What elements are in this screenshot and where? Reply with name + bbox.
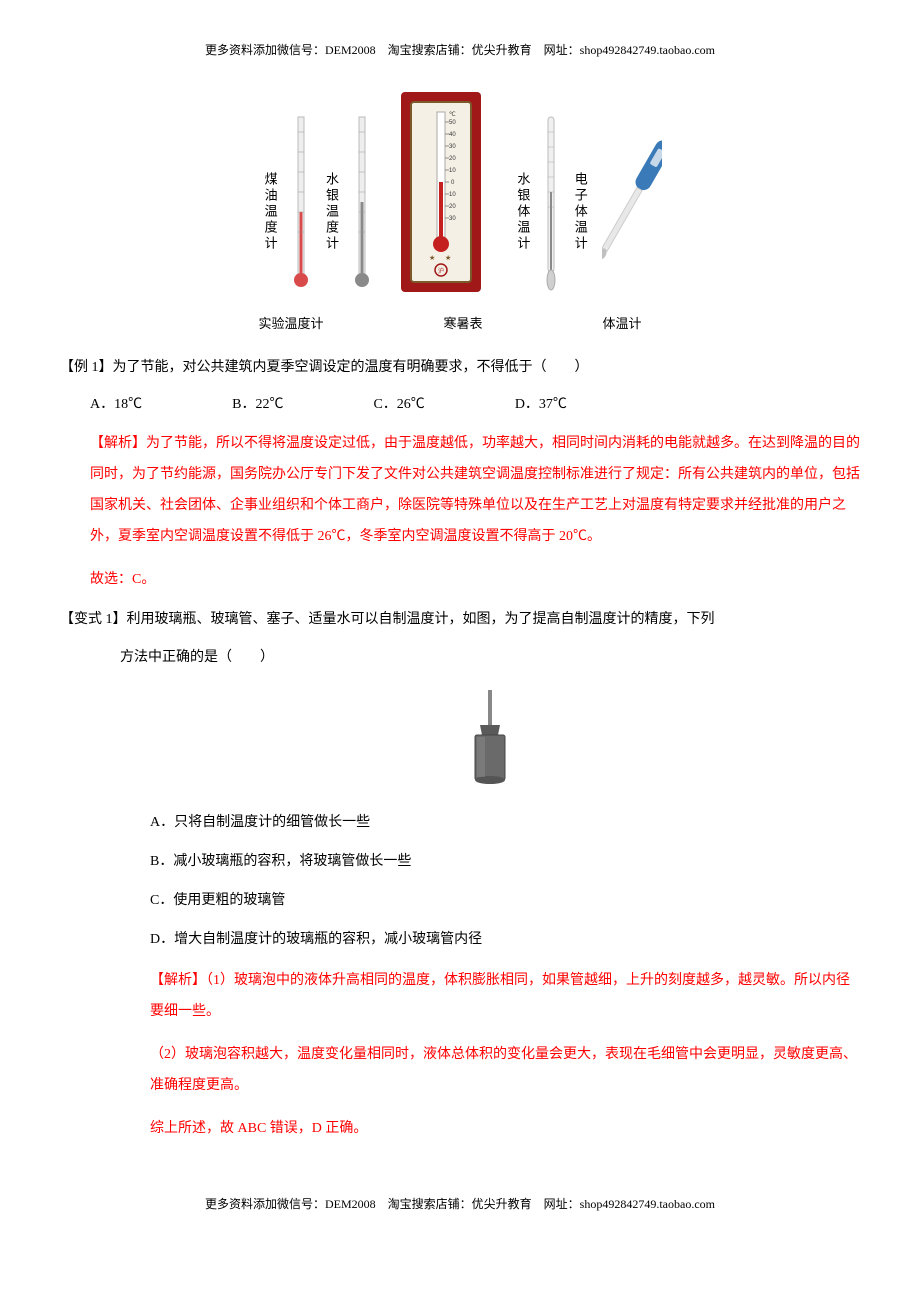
variant1-prompt: 【变式 1】利用玻璃瓶、玻璃管、塞子、适量水可以自制温度计，如图，为了提高自制温… <box>60 607 860 632</box>
kerosene-thermometer-icon <box>292 112 310 292</box>
example1-option-c: C．26℃ <box>373 392 424 417</box>
thermometer-figure-row: 煤油温度计 水银温度计 <box>60 92 860 292</box>
lab-thermometer-group: 煤油温度计 水银温度计 <box>258 112 371 292</box>
thermometer-captions: 实验温度计 寒暑表 体温计 <box>60 312 860 335</box>
variant1-options: A．只将自制温度计的细管做长一些 B．减小玻璃瓶的容积，将玻璃管做长一些 C．使… <box>150 810 860 953</box>
electronic-thermometer-icon <box>602 112 662 292</box>
analysis-label: 【解析】 <box>90 436 146 451</box>
svg-text:50: 50 <box>449 120 456 126</box>
body-thermometer-group: 水银体温计 电子体温计 <box>511 112 662 292</box>
page-header: 更多资料添加微信号：DEM2008 淘宝搜索店铺：优尖升教育 网址：shop49… <box>60 40 860 62</box>
variant1-analysis-p2: （2）玻璃泡容积越大，温度变化量相同时，液体总体积的变化量会更大，表现在毛细管中… <box>150 1040 860 1102</box>
caption-cold-heat: 寒暑表 <box>443 312 482 335</box>
example1-conclusion: 故选：C。 <box>90 565 860 596</box>
variant1-analysis-p1: 【解析】（1）玻璃泡中的液体升高相同的温度，体积膨胀相同，如果管越细，上升的刻度… <box>150 966 860 1028</box>
example1-option-b: B．22℃ <box>232 392 283 417</box>
svg-text:40: 40 <box>449 132 456 138</box>
example1-analysis: 【解析】为了节能，所以不得将温度设定过低，由于温度越低，功率越大，相同时间内消耗… <box>90 429 860 552</box>
example1-option-a: A．18℃ <box>90 392 142 417</box>
page-footer: 更多资料添加微信号：DEM2008 淘宝搜索店铺：优尖升教育 网址：shop49… <box>60 1194 860 1216</box>
mercury-thermometer-icon <box>353 112 371 292</box>
example1-analysis-body: 为了节能，所以不得将温度设定过低，由于温度越低，功率越大，相同时间内消耗的电能就… <box>90 436 860 543</box>
mercury-label: 水银温度计 <box>320 172 343 292</box>
mercury-body-label: 水银体温计 <box>511 172 534 292</box>
variant1-option-a: A．只将自制温度计的细管做长一些 <box>150 810 860 835</box>
cold-heat-meter-icon: ℃ 50 40 30 20 10 0 10 20 30 ★ ★ 沪 <box>401 92 481 292</box>
bottle-figure <box>120 685 860 795</box>
variant1-analysis-body1: （1）玻璃泡中的液体升高相同的温度，体积膨胀相同，如果管越细，上升的刻度越多，越… <box>150 973 850 1019</box>
variant1-analysis-label: 【解析】 <box>150 973 206 988</box>
svg-text:沪: 沪 <box>438 267 444 275</box>
svg-text:10: 10 <box>449 192 456 198</box>
mercury-body-thermometer-icon <box>544 112 558 292</box>
example1-prompt: 【例 1】为了节能，对公共建筑内夏季空调设定的温度有明确要求，不得低于（ ） <box>60 355 860 380</box>
caption-lab: 实验温度计 <box>258 312 323 335</box>
variant1-option-d: D．增大自制温度计的玻璃瓶的容积，减小玻璃管内径 <box>150 927 860 952</box>
svg-text:★: ★ <box>429 254 435 262</box>
kerosene-label: 煤油温度计 <box>258 172 281 292</box>
example1-options: A．18℃ B．22℃ C．26℃ D．37℃ <box>90 392 860 417</box>
variant1-prompt-cont: 方法中正确的是（ ） <box>120 645 860 670</box>
svg-text:℃: ℃ <box>449 112 456 118</box>
electronic-body-label: 电子体温计 <box>568 172 591 292</box>
bottle-thermometer-icon <box>460 685 520 795</box>
svg-text:30: 30 <box>449 144 456 150</box>
variant1-option-c: C．使用更粗的玻璃管 <box>150 888 860 913</box>
caption-body: 体温计 <box>603 312 642 335</box>
svg-text:20: 20 <box>449 156 456 162</box>
svg-text:20: 20 <box>449 204 456 210</box>
example1-option-d: D．37℃ <box>515 392 567 417</box>
svg-text:10: 10 <box>449 168 456 174</box>
variant1-conclusion: 综上所述，故 ABC 错误，D 正确。 <box>150 1114 860 1145</box>
variant1-option-b: B．减小玻璃瓶的容积，将玻璃管做长一些 <box>150 849 860 874</box>
svg-text:30: 30 <box>449 216 456 222</box>
cold-heat-meter-group: ℃ 50 40 30 20 10 0 10 20 30 ★ ★ 沪 <box>401 92 481 292</box>
svg-text:★: ★ <box>445 254 451 262</box>
